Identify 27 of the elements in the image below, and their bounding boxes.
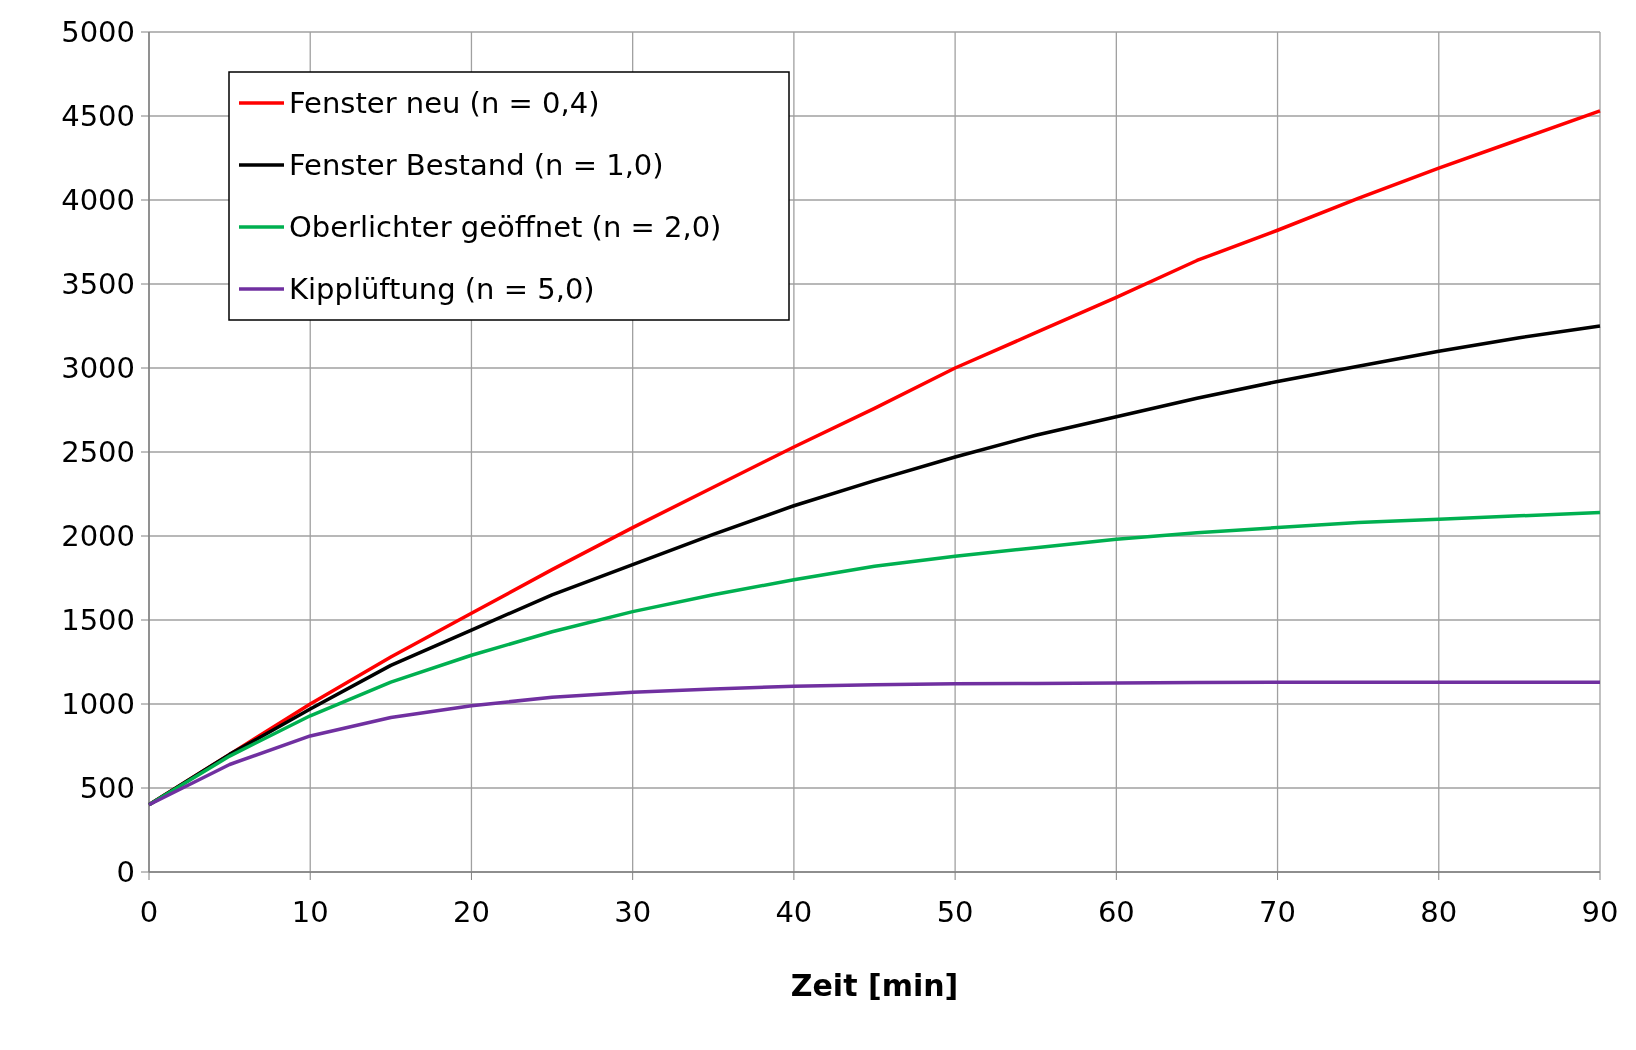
y-tick-label: 0 <box>116 855 135 890</box>
x-tick-label: 40 <box>775 895 813 929</box>
y-tick-label: 5000 <box>61 15 135 50</box>
legend-label: Fenster neu (n = 0,4) <box>289 86 600 121</box>
x-tick-label: 70 <box>1259 895 1297 929</box>
line-series <box>147 680 1602 807</box>
y-tick-label: 1500 <box>61 603 135 638</box>
x-tick-label: 10 <box>291 895 329 929</box>
y-tick-label: 1000 <box>61 687 135 722</box>
y-tick-label: 4000 <box>61 183 135 218</box>
x-axis-title: Zeit [min] <box>790 968 959 1003</box>
y-tick-label: 4500 <box>61 99 135 134</box>
x-tick-label: 20 <box>452 895 490 929</box>
y-tick-label: 2500 <box>61 435 135 470</box>
x-tick-label: 30 <box>614 895 652 929</box>
legend-label: Kipplüftung (n = 5,0) <box>289 272 595 307</box>
y-tick-label: 3000 <box>61 351 135 386</box>
x-tick-label: 80 <box>1420 895 1458 929</box>
y-tick-label: 3500 <box>61 267 135 302</box>
x-tick-label: 50 <box>936 895 974 929</box>
legend-label: Fenster Bestand (n = 1,0) <box>289 148 664 183</box>
x-tick-label: 0 <box>139 895 159 929</box>
y-tick-label: 500 <box>79 771 135 806</box>
x-tick-label: 60 <box>1097 895 1135 929</box>
x-tick-label: 90 <box>1581 895 1619 929</box>
legend-label: Oberlichter geöffnet (n = 2,0) <box>289 210 722 245</box>
y-tick-label: 2000 <box>61 519 135 554</box>
